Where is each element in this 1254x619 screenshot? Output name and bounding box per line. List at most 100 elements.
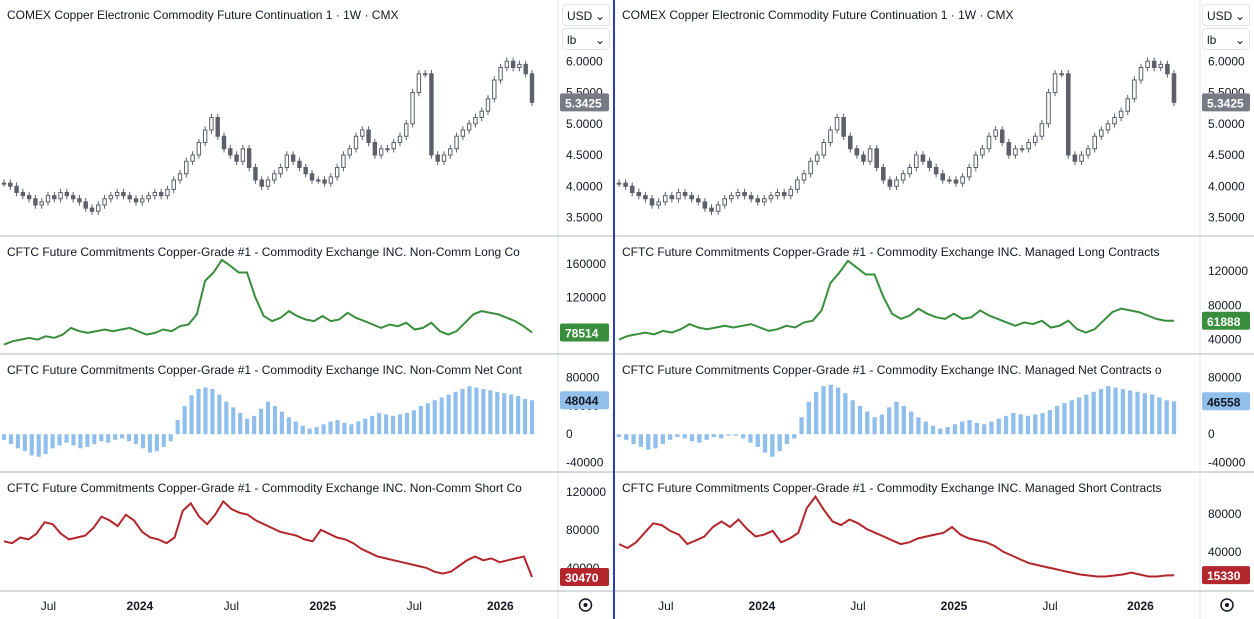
candle-body bbox=[980, 148, 985, 156]
series-bar bbox=[425, 403, 430, 435]
candle-body bbox=[715, 204, 721, 212]
series-bar bbox=[335, 420, 340, 435]
currency-label: USD bbox=[567, 9, 593, 23]
candle-body bbox=[303, 167, 308, 175]
candle-body bbox=[316, 179, 321, 182]
settings-gear-icon[interactable] bbox=[1220, 598, 1234, 612]
candle-body bbox=[341, 154, 346, 168]
pane-title: COMEX Copper Electronic Commodity Future… bbox=[7, 8, 398, 22]
right-chart-svg[interactable]: 6.00005.50005.00004.50004.00003.5000COME… bbox=[615, 0, 1254, 619]
candle-body bbox=[1158, 63, 1164, 68]
candle-body bbox=[1, 182, 7, 185]
series-bar bbox=[196, 388, 201, 435]
series-bar bbox=[113, 434, 118, 440]
series-line bbox=[618, 494, 1175, 578]
candle-body bbox=[64, 192, 70, 197]
candle-body bbox=[781, 192, 787, 197]
series-bar bbox=[126, 434, 132, 442]
currency-select[interactable]: USD ⌄ bbox=[562, 4, 610, 26]
candle-body bbox=[695, 198, 701, 203]
candle-body bbox=[1125, 98, 1131, 112]
series-bar bbox=[356, 421, 361, 435]
series-bar bbox=[265, 401, 271, 435]
series-bar bbox=[704, 434, 709, 440]
candle-body bbox=[1105, 123, 1111, 131]
settings-gear-icon[interactable] bbox=[578, 598, 593, 612]
left-chart-svg[interactable]: 6.00005.50005.00004.50004.00003.5000COME… bbox=[0, 0, 613, 619]
candle-body bbox=[14, 185, 19, 193]
candle-body bbox=[933, 167, 939, 175]
series-bar bbox=[1054, 405, 1060, 435]
series-bar bbox=[755, 434, 760, 447]
series-bar bbox=[675, 434, 680, 438]
candle-body bbox=[246, 148, 252, 168]
candle-body bbox=[1052, 73, 1058, 93]
candle-body bbox=[96, 204, 101, 212]
series-bar bbox=[989, 421, 994, 435]
pane-0[interactable]: 6.00005.50005.00004.50004.00003.5000COME… bbox=[1, 8, 609, 225]
last-value-badge bbox=[1202, 566, 1250, 585]
candle-body bbox=[473, 117, 478, 125]
series-bar bbox=[522, 398, 528, 435]
candle-body bbox=[165, 188, 170, 197]
right-chart-panel[interactable]: 6.0000 5.5000 5.0000 4.5000 4.0000 3.5000 COME… bbox=[615, 0, 1254, 619]
candle-body bbox=[689, 195, 694, 200]
series-bar bbox=[474, 387, 479, 435]
candle-body bbox=[20, 192, 26, 197]
candle-body bbox=[328, 176, 334, 184]
pane-1[interactable]: 160000 120000 CFTC Future Commitments Copp… bbox=[0, 235, 613, 346]
candle-body bbox=[422, 73, 428, 76]
y-tick-label: 3.5000 bbox=[566, 211, 603, 225]
y-tick-label: 0 bbox=[566, 427, 573, 441]
last-value-badge bbox=[560, 323, 609, 342]
candle-body bbox=[77, 198, 82, 203]
series-bar bbox=[806, 401, 812, 435]
series-bar bbox=[133, 434, 139, 445]
series-bar bbox=[638, 434, 644, 447]
series-bar bbox=[908, 411, 914, 435]
candle-body bbox=[629, 185, 635, 193]
y-tick-label: 120000 bbox=[566, 291, 606, 305]
candle-body bbox=[887, 179, 893, 187]
series-bar bbox=[342, 422, 347, 435]
pane-1[interactable]: 120000 80000 40000 CFTC Future Commitments … bbox=[615, 235, 1254, 346]
candle-body bbox=[26, 195, 32, 200]
y-tick-label: -40000 bbox=[566, 455, 604, 469]
candle-body bbox=[986, 135, 992, 150]
series-bar bbox=[1120, 388, 1126, 435]
candle-body bbox=[874, 148, 879, 168]
series-line bbox=[618, 259, 1175, 341]
last-value-badge bbox=[560, 567, 609, 586]
candle-body bbox=[278, 167, 283, 175]
pane-3[interactable]: 80000 40000 CFTC Future Commitments Copper… bbox=[615, 471, 1254, 585]
candle-body bbox=[435, 154, 440, 162]
series-bar bbox=[231, 407, 236, 435]
candle-body bbox=[722, 198, 728, 206]
candle-body bbox=[347, 148, 352, 156]
series-bar bbox=[384, 414, 389, 435]
series-bar bbox=[161, 434, 166, 447]
candle-body bbox=[662, 195, 668, 203]
series-bar bbox=[1011, 412, 1016, 435]
candle-body bbox=[416, 73, 422, 93]
left-chart-panel[interactable]: 6.0000 5.5000 5.0000 4.5000 4.0000 3.5000 COME… bbox=[0, 0, 613, 619]
candle-body bbox=[1059, 73, 1064, 76]
candle-body bbox=[636, 192, 642, 197]
series-bar bbox=[300, 425, 305, 435]
candle-body bbox=[140, 198, 145, 203]
x-tick-label: 2024 bbox=[749, 599, 776, 613]
series-bar bbox=[762, 434, 768, 453]
x-tick-label: 2026 bbox=[1127, 599, 1154, 613]
series-bar bbox=[1062, 403, 1067, 435]
candle-body bbox=[669, 195, 675, 200]
unit-select[interactable]: lb ⌄ bbox=[1202, 28, 1250, 50]
last-value-badge bbox=[1202, 93, 1250, 112]
series-bar bbox=[453, 391, 458, 435]
pane-0[interactable]: 6.00005.50005.00004.50004.00003.5000COME… bbox=[616, 8, 1250, 225]
currency-select[interactable]: USD ⌄ bbox=[1202, 4, 1250, 26]
unit-select[interactable]: lb ⌄ bbox=[562, 28, 610, 50]
candle-body bbox=[89, 207, 95, 212]
